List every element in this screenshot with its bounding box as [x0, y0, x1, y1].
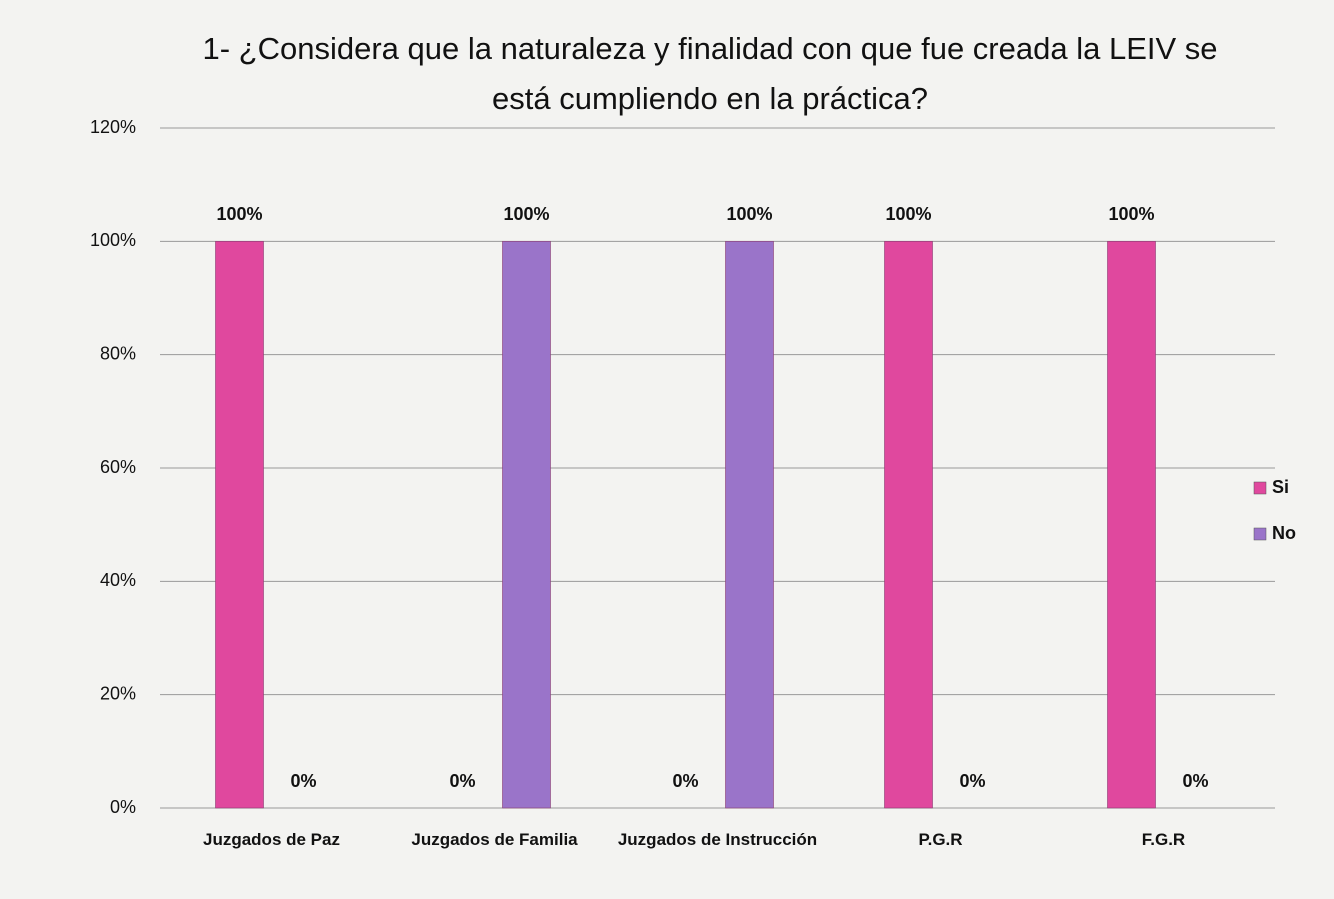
y-tick-label: 120%	[90, 117, 136, 137]
bar	[725, 241, 774, 809]
value-label: 0%	[290, 771, 316, 791]
value-label: 100%	[1108, 204, 1154, 224]
bar	[1107, 241, 1156, 809]
y-tick-label: 80%	[100, 343, 136, 363]
chart-title: 1- ¿Considera que la naturaleza y finali…	[202, 31, 1218, 116]
value-label: 100%	[216, 204, 262, 224]
bar	[215, 241, 264, 809]
value-label: 0%	[1182, 771, 1208, 791]
legend-swatch	[1253, 481, 1267, 495]
x-tick-label: F.G.R	[1141, 830, 1186, 849]
y-tick-label: 60%	[100, 457, 136, 477]
value-label: 0%	[449, 771, 475, 791]
x-tick-label: Juzgados de Familia	[411, 830, 578, 849]
value-label: 0%	[959, 771, 985, 791]
y-tick-label: 0%	[110, 797, 136, 817]
x-tick-label: P.G.R	[918, 830, 963, 849]
y-tick-label: 100%	[90, 230, 136, 250]
y-tick-label: 40%	[100, 570, 136, 590]
value-label: 0%	[672, 771, 698, 791]
x-tick-label: Juzgados de Instrucción	[617, 830, 818, 849]
value-label: 100%	[503, 204, 549, 224]
value-label: 100%	[726, 204, 772, 224]
legend-label: Si	[1272, 477, 1289, 497]
bar	[884, 241, 933, 809]
value-label: 100%	[885, 204, 931, 224]
legend-swatch	[1253, 527, 1267, 541]
y-tick-label: 20%	[100, 683, 136, 703]
x-tick-label: Juzgados de Paz	[203, 830, 340, 849]
legend-label: No	[1272, 523, 1296, 543]
bar	[502, 241, 551, 809]
